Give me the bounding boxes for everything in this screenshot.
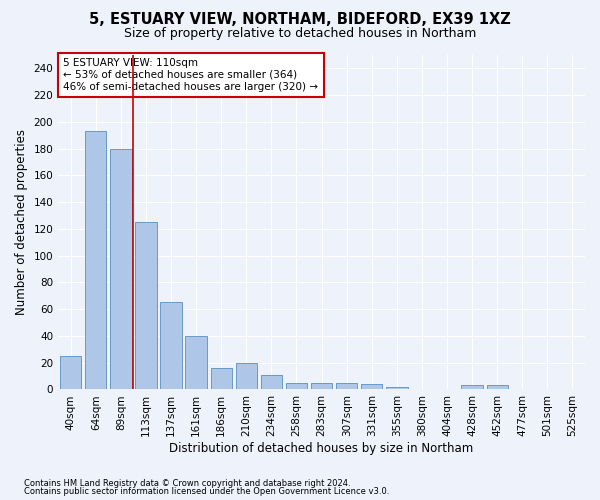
Text: Contains HM Land Registry data © Crown copyright and database right 2024.: Contains HM Land Registry data © Crown c… [24,478,350,488]
Bar [110,148,131,390]
Bar [60,356,82,390]
Bar [160,302,182,390]
Bar [487,386,508,390]
Text: Size of property relative to detached houses in Northam: Size of property relative to detached ho… [124,28,476,40]
Bar [461,386,483,390]
Bar [211,368,232,390]
Text: 5 ESTUARY VIEW: 110sqm
← 53% of detached houses are smaller (364)
46% of semi-de: 5 ESTUARY VIEW: 110sqm ← 53% of detached… [64,58,319,92]
X-axis label: Distribution of detached houses by size in Northam: Distribution of detached houses by size … [169,442,474,455]
Bar [361,384,382,390]
Bar [286,383,307,390]
Bar [311,383,332,390]
Bar [85,132,106,390]
Bar [261,374,282,390]
Bar [136,222,157,390]
Text: Contains public sector information licensed under the Open Government Licence v3: Contains public sector information licen… [24,487,389,496]
Bar [336,383,358,390]
Bar [386,387,407,390]
Y-axis label: Number of detached properties: Number of detached properties [15,129,28,315]
Bar [236,362,257,390]
Text: 5, ESTUARY VIEW, NORTHAM, BIDEFORD, EX39 1XZ: 5, ESTUARY VIEW, NORTHAM, BIDEFORD, EX39… [89,12,511,28]
Bar [185,336,207,390]
